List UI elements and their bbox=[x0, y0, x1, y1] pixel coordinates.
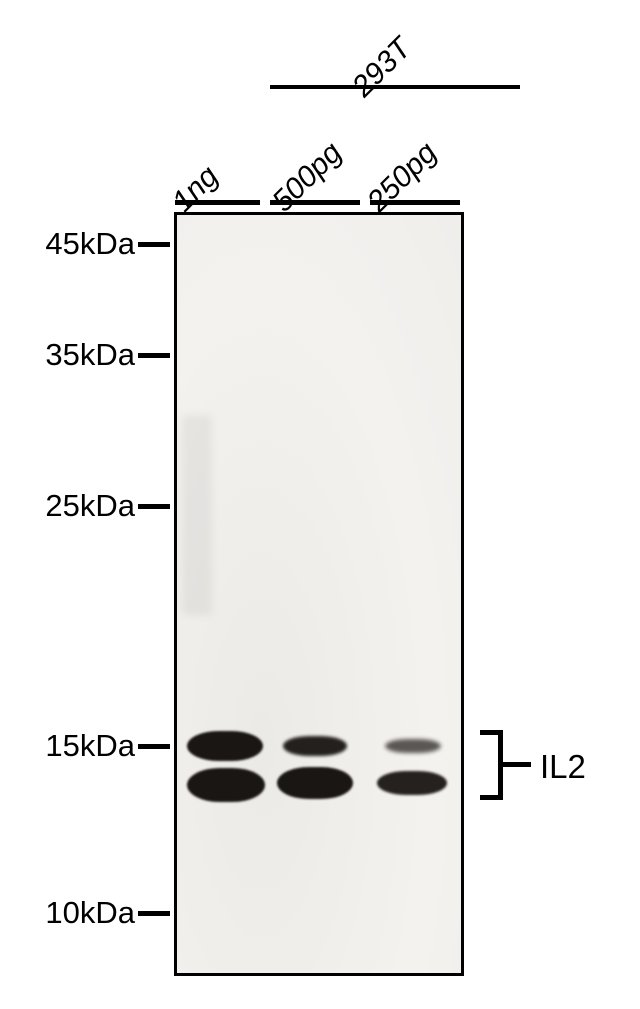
lane-label-1: 1ng bbox=[166, 160, 225, 219]
cell-line-bracket bbox=[270, 85, 520, 89]
mw-label: 35kDa bbox=[45, 337, 135, 373]
mw-text: 15kDa bbox=[45, 728, 135, 763]
bracket-connector bbox=[503, 762, 531, 767]
band bbox=[277, 767, 353, 799]
mw-text: 35kDa bbox=[45, 337, 135, 372]
lane-label-2: 500pg bbox=[266, 136, 349, 219]
mw-tick bbox=[138, 504, 170, 509]
mw-label: 10kDa bbox=[45, 895, 135, 931]
lane-underline bbox=[370, 200, 460, 205]
target-label: IL2 bbox=[540, 748, 586, 786]
band bbox=[377, 771, 447, 795]
lane-text: 500pg bbox=[266, 136, 348, 218]
membrane-bg bbox=[177, 215, 461, 973]
mw-tick bbox=[138, 911, 170, 916]
band bbox=[187, 731, 263, 761]
target-bracket bbox=[480, 730, 540, 800]
membrane-smudge bbox=[182, 415, 212, 615]
western-blot-figure: 293T 1ng 500pg 250pg 45kDa 35kDa 25kDa 1… bbox=[0, 0, 640, 1009]
bracket-top-tick bbox=[480, 730, 498, 735]
mw-tick bbox=[138, 353, 170, 358]
lane-text: 250pg bbox=[361, 136, 443, 218]
band bbox=[283, 736, 347, 756]
mw-tick bbox=[138, 744, 170, 749]
mw-label: 45kDa bbox=[45, 226, 135, 262]
lane-label-3: 250pg bbox=[361, 136, 444, 219]
lane-text: 1ng bbox=[166, 160, 225, 219]
target-text: IL2 bbox=[540, 748, 586, 785]
mw-text: 10kDa bbox=[45, 895, 135, 930]
mw-text: 45kDa bbox=[45, 226, 135, 261]
mw-label: 15kDa bbox=[45, 728, 135, 764]
cell-line-label: 293T bbox=[346, 32, 418, 104]
lane-underline bbox=[175, 200, 260, 205]
lane-underline bbox=[270, 200, 360, 205]
mw-label: 25kDa bbox=[45, 488, 135, 524]
mw-tick bbox=[138, 242, 170, 247]
blot-membrane bbox=[174, 212, 464, 976]
mw-text: 25kDa bbox=[45, 488, 135, 523]
band bbox=[187, 768, 265, 802]
bracket-bottom-tick bbox=[480, 795, 498, 800]
band bbox=[385, 739, 441, 753]
cell-line-text: 293T bbox=[346, 32, 418, 104]
